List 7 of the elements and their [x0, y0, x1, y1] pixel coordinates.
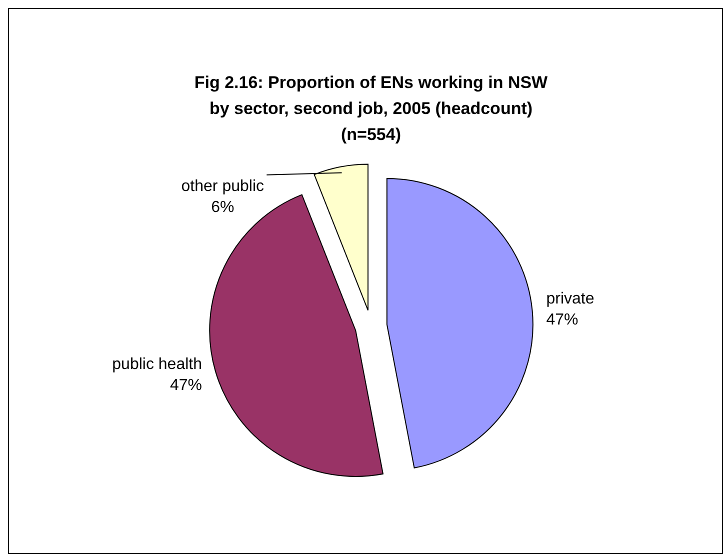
slice-label: other public	[181, 178, 264, 195]
slice-label: private	[546, 290, 594, 308]
slice-label: public health	[112, 356, 202, 374]
data-label: 47%	[170, 377, 202, 394]
data-label: 47%	[546, 311, 578, 328]
chart-title: Fig 2.16: Proportion of ENs working in NSW by sector, second job, 2005 (headcount) (n=554)	[194, 73, 549, 144]
data-label: 6%	[211, 198, 234, 216]
